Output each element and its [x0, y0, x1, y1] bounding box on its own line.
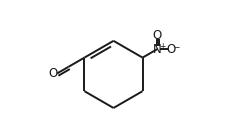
Text: N: N — [153, 43, 162, 56]
Text: O: O — [48, 67, 57, 80]
Text: −: − — [173, 43, 179, 52]
Text: +: + — [159, 42, 165, 51]
Text: O: O — [167, 43, 176, 56]
Text: O: O — [153, 29, 162, 42]
